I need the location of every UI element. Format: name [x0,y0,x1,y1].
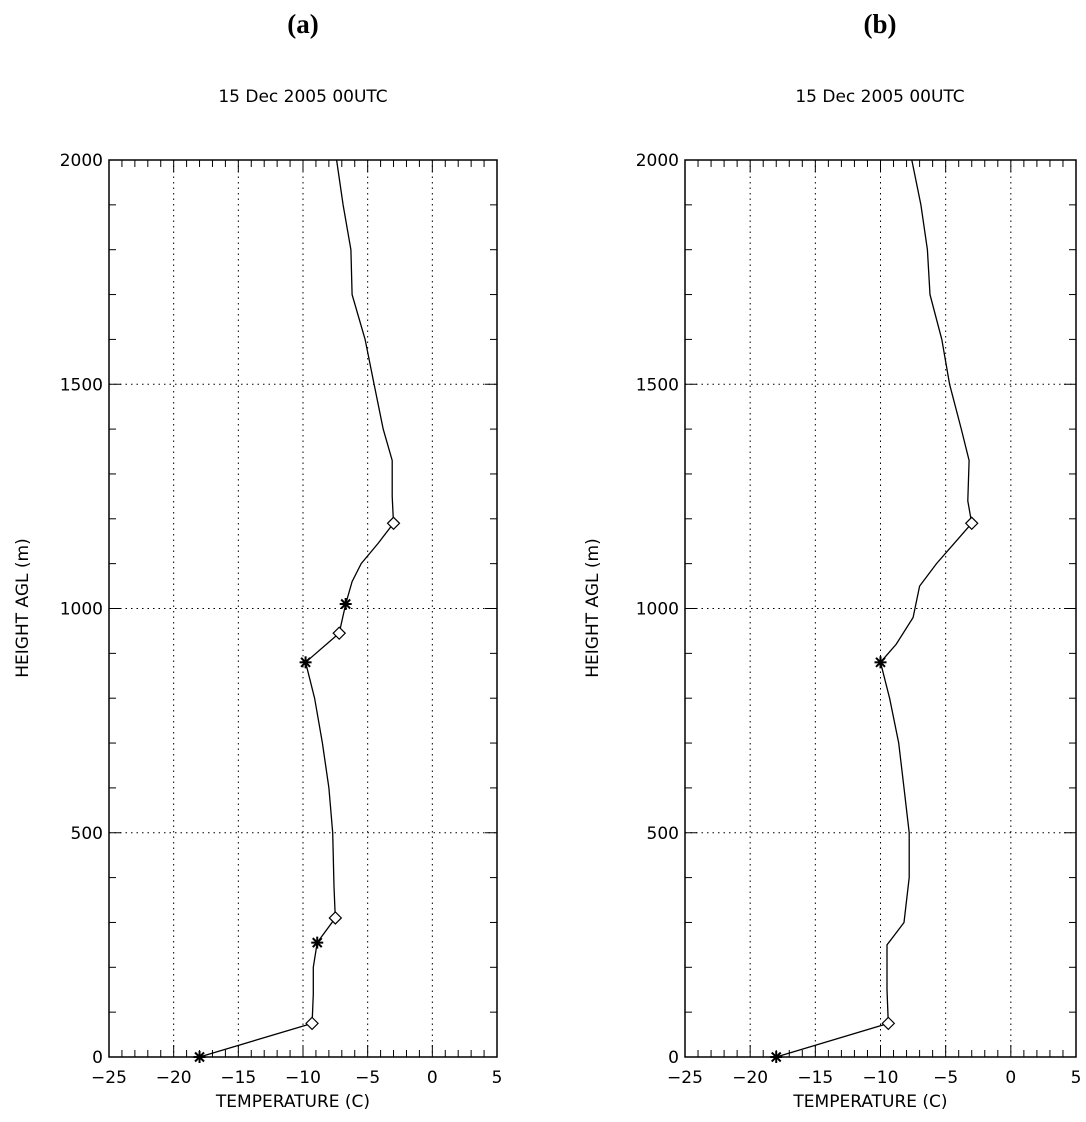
y-tick-label: 2000 [636,151,679,171]
star-marker-stroke [771,1051,782,1063]
x-axis-label: TEMPERATURE (C) [792,1092,947,1112]
x-tick-label: −10 [285,1068,321,1088]
x-tick-label: −5 [355,1068,380,1088]
plot-frame [108,159,498,1058]
y-tick-label: 0 [668,1048,679,1068]
x-tick-label: 0 [1005,1068,1016,1088]
y-tick-label: 1500 [60,375,103,395]
diamond-marker [881,1016,896,1031]
y-tick-label: 1000 [636,600,679,620]
star-marker [311,936,324,949]
x-tick-label: −15 [797,1068,833,1088]
star-marker-stroke [340,598,351,610]
y-axis-label: HEIGHT AGL (m) [13,538,33,678]
star-marker-stroke [194,1051,205,1063]
star-marker-stroke [300,657,311,668]
y-tick-label: 500 [71,824,103,844]
star-marker [299,656,312,669]
x-axis-label: TEMPERATURE (C) [215,1092,370,1112]
x-tick-label: −10 [863,1068,899,1088]
y-tick-label: 0 [92,1048,103,1068]
star-marker-stroke [312,937,323,948]
x-tick-label: −25 [667,1068,703,1088]
x-tick-label: −20 [732,1068,768,1088]
y-tick-label: 1500 [636,375,679,395]
x-tick-label: 5 [492,1068,503,1088]
diamond-marker [305,1016,319,1031]
panel-label: (b) [864,9,897,39]
panel-label: (a) [287,9,318,39]
star-marker [339,598,352,611]
y-axis-label: HEIGHT AGL (m) [583,538,603,678]
diamond-marker [328,911,343,925]
star-marker [770,1051,783,1063]
x-tick-label: 0 [427,1068,438,1088]
x-tick-label: −15 [220,1068,256,1088]
diamond-marker [332,626,347,641]
chart-title: 15 Dec 2005 00UTC [795,87,964,107]
temperature-profile-line [776,159,973,1058]
x-tick-label: −25 [91,1068,127,1088]
star-marker-stroke [875,657,886,668]
x-tick-label: 5 [1071,1068,1082,1088]
y-tick-label: 500 [647,824,679,844]
star-marker [193,1051,206,1063]
star-marker [874,656,887,669]
chart-panel-a: (a) 15 Dec 2005 00UTC −25 −20 −15 −10 −5 0 5 0 500… [13,9,502,1112]
x-tick-label: −5 [933,1068,958,1088]
y-tick-label: 1000 [60,600,103,620]
diamond-marker [386,516,401,531]
chart-title: 15 Dec 2005 00UTC [218,87,387,107]
plot-frame [684,159,1077,1058]
x-tick-label: −20 [156,1068,192,1088]
y-tick-label: 2000 [60,151,103,171]
diamond-marker [964,516,979,531]
chart-panel-b: (b) 15 Dec 2005 00UTC −25 −20 −15 −10 −5 0 5 0 500… [583,9,1081,1112]
